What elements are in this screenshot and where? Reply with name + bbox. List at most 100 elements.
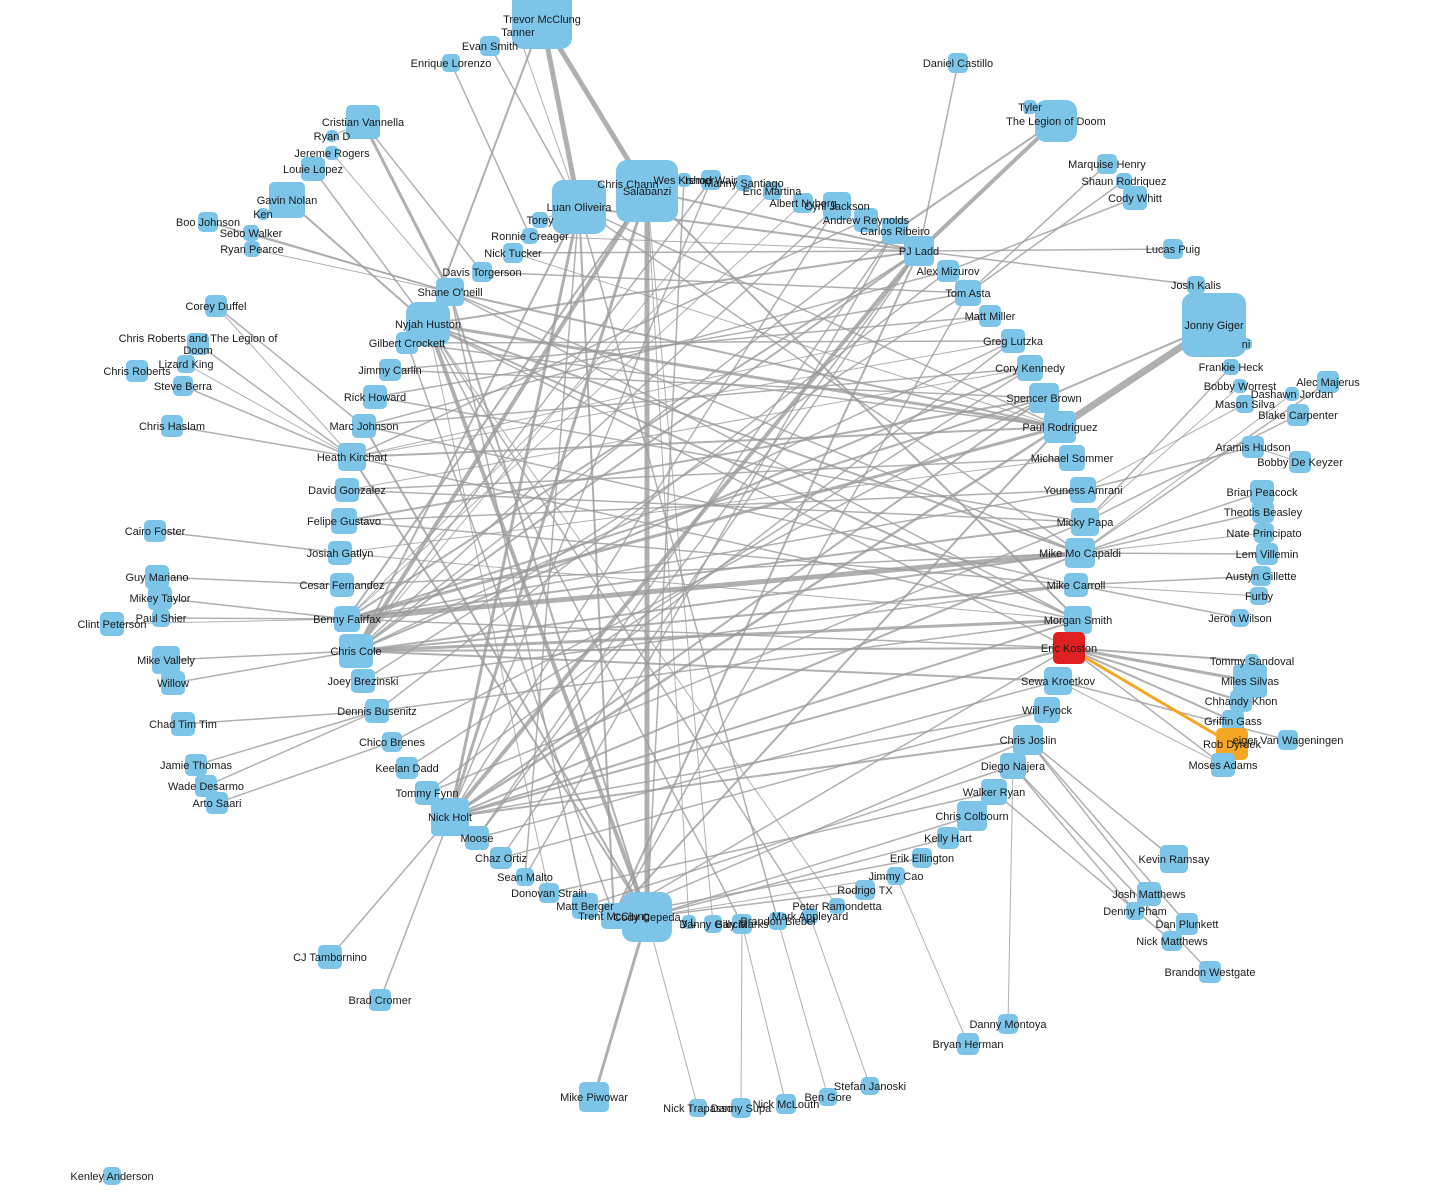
graph-node[interactable] <box>937 827 959 849</box>
graph-node[interactable] <box>1160 845 1188 873</box>
graph-node[interactable] <box>382 732 402 752</box>
graph-node[interactable] <box>1230 690 1252 712</box>
graph-node[interactable] <box>396 757 418 779</box>
graph-node[interactable] <box>1285 387 1299 401</box>
graph-node[interactable] <box>352 414 376 438</box>
graph-node[interactable] <box>819 1088 837 1106</box>
graph-node[interactable] <box>579 1082 609 1112</box>
graph-node[interactable] <box>431 798 469 836</box>
graph-node[interactable] <box>981 779 1007 805</box>
graph-node[interactable] <box>334 606 360 632</box>
graph-node[interactable] <box>763 182 781 200</box>
graph-node[interactable] <box>701 170 721 190</box>
graph-node[interactable] <box>1233 379 1247 393</box>
graph-node[interactable] <box>326 130 338 142</box>
graph-node[interactable] <box>998 1014 1018 1034</box>
graph-node[interactable] <box>185 754 207 776</box>
graph-node[interactable] <box>1250 480 1274 504</box>
graph-node[interactable] <box>1013 725 1043 755</box>
graph-node[interactable] <box>689 1099 707 1117</box>
graph-node[interactable] <box>1064 606 1092 634</box>
graph-node[interactable] <box>532 212 548 228</box>
graph-node[interactable] <box>1162 931 1182 951</box>
graph-node[interactable] <box>1029 383 1059 413</box>
graph-node[interactable] <box>145 565 169 589</box>
graph-node[interactable] <box>152 646 180 674</box>
graph-node[interactable] <box>1233 664 1267 698</box>
graph-node[interactable] <box>1222 710 1244 732</box>
graph-node[interactable] <box>1223 359 1239 375</box>
graph-node[interactable] <box>1256 543 1278 565</box>
graph-node[interactable] <box>195 775 217 797</box>
graph-node[interactable] <box>732 914 752 934</box>
graph-node[interactable] <box>1240 338 1252 350</box>
graph-node[interactable] <box>187 333 209 355</box>
graph-node[interactable] <box>1044 667 1072 695</box>
graph-node[interactable] <box>1097 154 1117 174</box>
graph-node[interactable] <box>480 36 500 56</box>
graph-node[interactable] <box>152 609 170 627</box>
graph-node[interactable] <box>339 634 373 668</box>
graph-node[interactable] <box>1044 411 1076 443</box>
graph-node[interactable] <box>379 359 401 381</box>
graph-node[interactable] <box>677 173 691 187</box>
graph-node[interactable] <box>854 208 878 232</box>
graph-node[interactable] <box>552 180 606 234</box>
graph-node[interactable] <box>328 541 352 565</box>
graph-node[interactable] <box>601 903 627 929</box>
graph-node[interactable] <box>1126 902 1144 920</box>
graph-node[interactable] <box>177 355 195 373</box>
graph-node[interactable] <box>522 228 538 244</box>
graph-node[interactable] <box>512 0 572 49</box>
graph-node[interactable] <box>205 295 227 317</box>
graph-node[interactable] <box>1199 961 1221 983</box>
graph-node[interactable] <box>1250 587 1268 605</box>
graph-node[interactable] <box>1035 100 1077 142</box>
graph-node[interactable] <box>503 243 523 263</box>
graph-node[interactable] <box>1287 404 1309 426</box>
graph-node[interactable] <box>704 915 722 933</box>
graph-node[interactable] <box>301 157 325 181</box>
graph-node[interactable] <box>103 1167 121 1185</box>
graph-node[interactable] <box>937 260 959 282</box>
graph-node[interactable] <box>802 908 818 924</box>
graph-node[interactable] <box>622 892 672 942</box>
graph-node[interactable] <box>244 241 260 257</box>
graph-node[interactable] <box>1236 395 1254 413</box>
graph-node[interactable] <box>335 478 359 502</box>
graph-node[interactable] <box>516 868 534 886</box>
graph-node[interactable] <box>1317 371 1339 393</box>
graph-node[interactable] <box>1289 451 1311 473</box>
graph-node[interactable] <box>1252 501 1274 523</box>
graph-node[interactable] <box>318 945 342 969</box>
graph-node[interactable] <box>1163 239 1183 259</box>
graph-node[interactable] <box>855 880 875 900</box>
graph-node[interactable] <box>861 1077 879 1095</box>
graph-node[interactable] <box>331 508 357 534</box>
graph-node[interactable] <box>793 193 813 213</box>
graph-node[interactable] <box>346 105 380 139</box>
graph-node[interactable] <box>148 586 172 610</box>
graph-node[interactable] <box>1278 730 1298 750</box>
graph-node[interactable] <box>736 175 752 191</box>
graph-node[interactable] <box>572 893 598 919</box>
graph-node[interactable] <box>1000 753 1026 779</box>
graph-node[interactable] <box>396 332 418 354</box>
graph-node[interactable] <box>363 385 387 409</box>
graph-node[interactable] <box>511 25 525 39</box>
graph-node[interactable] <box>369 989 391 1011</box>
graph-node[interactable] <box>682 915 696 929</box>
graph-node[interactable] <box>436 278 464 306</box>
graph-node[interactable] <box>173 376 193 396</box>
graph-node[interactable] <box>1116 173 1132 189</box>
graph-node[interactable] <box>161 415 183 437</box>
graph-node[interactable] <box>823 192 851 220</box>
graph-node[interactable] <box>465 826 489 850</box>
graph-node[interactable] <box>979 305 1001 327</box>
graph-node[interactable] <box>1070 477 1096 503</box>
graph-node[interactable] <box>472 262 492 282</box>
graph-node[interactable] <box>351 669 375 693</box>
graph-node[interactable] <box>957 801 987 831</box>
graph-node[interactable] <box>126 360 148 382</box>
graph-node[interactable] <box>887 867 905 885</box>
